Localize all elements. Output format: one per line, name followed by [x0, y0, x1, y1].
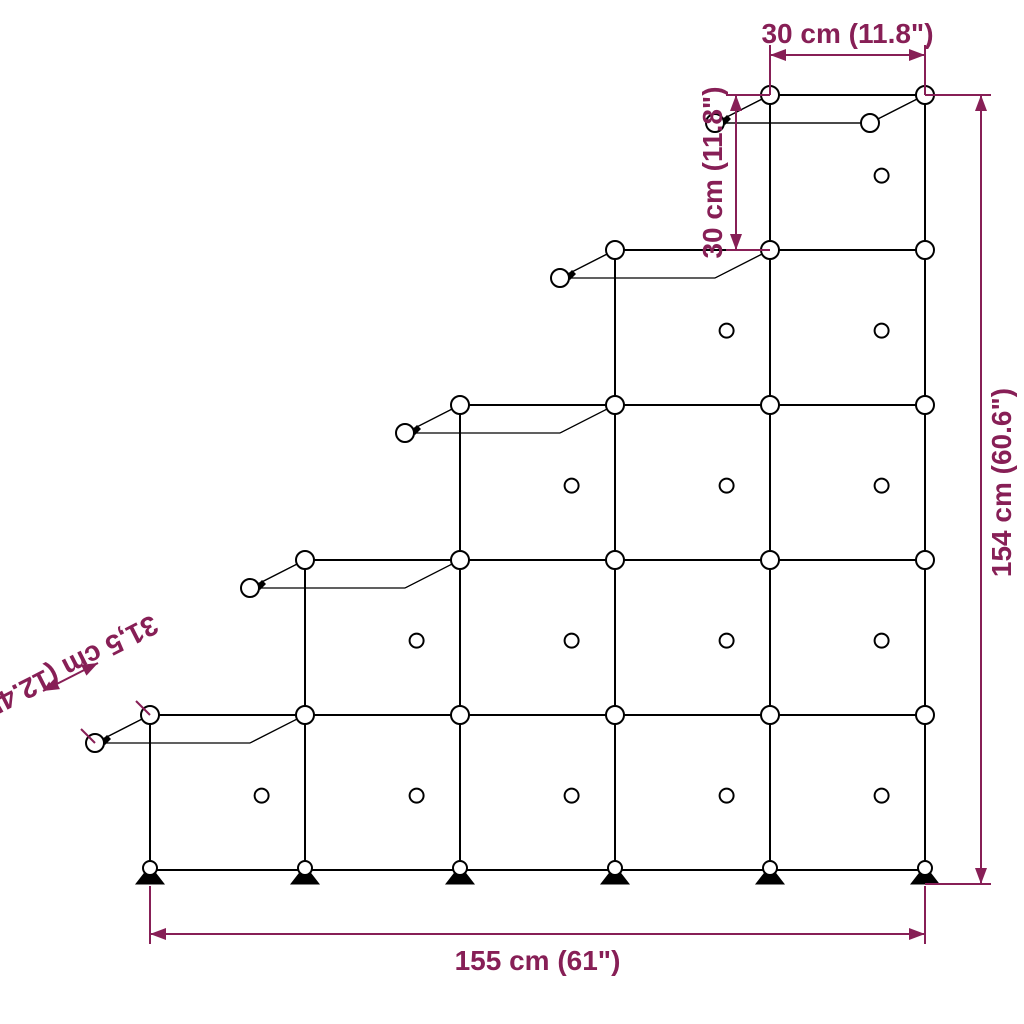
dim-depth: 31,5 cm (12.4" ): [0, 609, 163, 730]
dimension-diagram: 30 cm (11.8") 30 cm (11.8") 31,5 cm (12.4"…: [0, 0, 1024, 1024]
dim-total-height: 154 cm (60.6"): [986, 388, 1017, 577]
dim-cube-height: 30 cm (11.8"): [697, 86, 728, 258]
dim-cube-width: 30 cm (11.8"): [761, 18, 933, 49]
dim-total-width: 155 cm (61"): [455, 945, 621, 976]
